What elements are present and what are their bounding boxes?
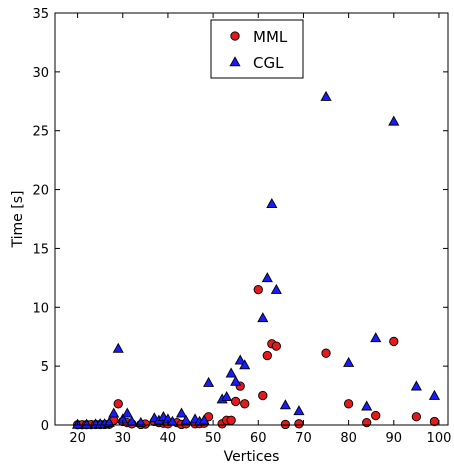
x-tick-label: 100 [427,431,452,446]
series-mml [72,284,440,430]
cgl-point [221,391,233,402]
cgl-point [239,359,251,370]
x-tick-label: 80 [340,431,357,446]
cgl-point [198,414,210,425]
y-tick-label: 15 [32,242,49,257]
cgl-point [343,356,355,367]
y-tick-label: 30 [32,66,49,81]
mml-point [271,341,281,351]
x-tick-label: 60 [250,431,267,446]
x-tick-label: 70 [295,431,312,446]
cgl-point [180,414,192,425]
cgl-point [203,376,215,387]
y-tick-label: 25 [32,125,49,140]
cgl-point [81,418,93,429]
plot-frame [54,12,449,426]
mml-point [294,419,304,429]
cgl-point [135,416,147,427]
legend-marker-mml [230,31,240,41]
cgl-point [230,375,242,386]
x-tick-label: 30 [114,431,131,446]
mml-point [240,399,250,409]
x-tick-label: 20 [69,431,86,446]
cgl-point [279,399,291,410]
x-axis-label: Vertices [224,449,280,465]
legend-label-mml: MML [253,28,288,46]
legend-marker-cgl [229,56,241,67]
cgl-point [108,407,120,418]
cgl-point [103,416,115,427]
mml-point [258,390,268,401]
cgl-point [225,367,237,378]
y-tick-label: 35 [32,7,49,22]
cgl-point [266,197,278,208]
mml-point [371,410,381,421]
mml-point [321,348,331,358]
x-tick-label: 50 [205,431,222,446]
mml-point [343,399,354,409]
cgl-point [388,115,400,126]
plot-marks [72,90,441,430]
legend-label-cgl: CGL [253,54,284,72]
mml-point [231,396,241,407]
cgl-point [257,312,269,323]
cgl-point [175,407,188,418]
cgl-point [121,407,133,418]
legend-box [210,19,304,79]
cgl-point [234,354,246,365]
cgl-point [370,332,382,343]
y-tick-label: 20 [32,184,49,199]
mml-point [411,412,422,422]
y-tick-label: 10 [32,301,49,316]
cgl-point [293,405,305,416]
y-axis-label: Time [s] [10,191,26,249]
cgl-point [112,342,124,353]
mml-point [362,417,372,428]
mml-point [429,416,440,427]
mml-point [113,399,123,409]
mml-point [280,419,291,430]
cgl-point [270,283,282,294]
cgl-point [410,380,422,391]
cgl-point [428,389,441,400]
cgl-point [320,90,332,101]
cgl-point [361,400,373,411]
x-tick-label: 40 [160,431,177,446]
x-tick-label: 90 [386,431,403,446]
y-tick-label: 0 [41,419,49,434]
cgl-point [261,272,273,283]
mml-point [262,350,272,361]
mml-point [226,415,236,425]
legend: MML CGL [210,19,304,79]
y-tick-label: 5 [41,360,49,375]
mml-point [389,336,399,347]
series-cgl [72,90,441,429]
mml-point [253,284,263,295]
axis-ticks: 20 30 40 50 60 70 80 90 100 0 5 10 15 20 25 30 35 [32,7,451,446]
